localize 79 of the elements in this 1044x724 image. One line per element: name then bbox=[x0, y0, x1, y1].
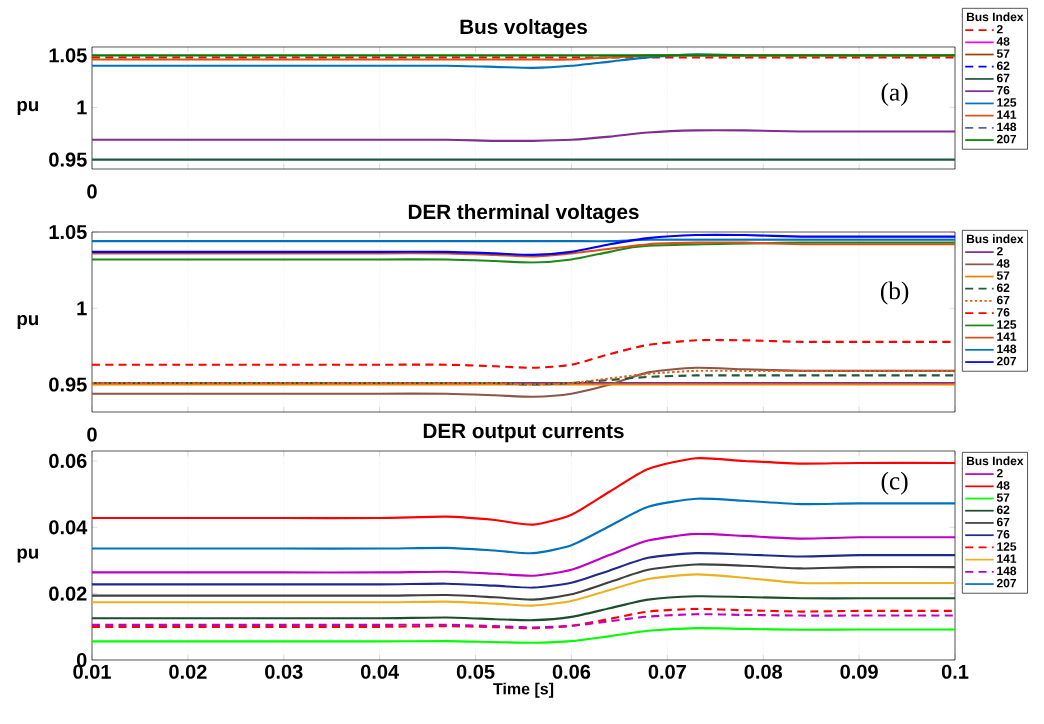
y-tick-label: 0.04 bbox=[49, 520, 88, 535]
legend-label: 125 bbox=[997, 98, 1017, 107]
line-series bbox=[92, 241, 956, 258]
legend-label: 62 bbox=[996, 61, 1010, 71]
legend-title: Bus Index bbox=[966, 12, 1024, 22]
line-series bbox=[92, 595, 956, 622]
x-tick-label: 0.09 bbox=[840, 664, 878, 679]
legend-label: 207 bbox=[996, 578, 1017, 588]
line-series bbox=[92, 233, 956, 256]
legend-label: 76 bbox=[997, 85, 1010, 95]
x-tick-label: 0.02 bbox=[169, 664, 207, 679]
text: 0 bbox=[87, 184, 97, 199]
y-tick-label: 0.95 bbox=[49, 377, 87, 392]
y-axis-title: pu bbox=[17, 315, 38, 329]
legend-label: 207 bbox=[996, 356, 1017, 366]
x-tick-label: 0.06 bbox=[552, 664, 591, 679]
y-tick-label: 0.95 bbox=[49, 152, 87, 167]
line-series bbox=[92, 457, 956, 526]
y-tick-label: 1.05 bbox=[49, 48, 87, 63]
line-series bbox=[92, 552, 956, 589]
line-series bbox=[92, 241, 956, 264]
legend-label: 57 bbox=[996, 271, 1010, 280]
legend-title: Bus Index bbox=[966, 456, 1024, 466]
legend-label: 148 bbox=[997, 344, 1017, 354]
line-series bbox=[92, 573, 956, 607]
legend-label: 57 bbox=[996, 49, 1010, 58]
legend-label: 207 bbox=[996, 134, 1017, 144]
legend-label: 148 bbox=[997, 122, 1017, 132]
x-tick-label: 0.1 bbox=[941, 664, 969, 679]
chart-title: DER output currents bbox=[423, 423, 624, 443]
legend-label: 141 bbox=[997, 332, 1017, 341]
legend-label: 48 bbox=[996, 259, 1010, 268]
legend-label: 2 bbox=[996, 246, 1003, 256]
line-series bbox=[92, 374, 956, 386]
y-axis-title: pu bbox=[17, 101, 38, 115]
legend-label: 62 bbox=[996, 505, 1010, 515]
legend-title: Bus index bbox=[966, 234, 1024, 244]
x-tick-label: 0.05 bbox=[456, 664, 495, 679]
legend-label: 141 bbox=[997, 110, 1017, 119]
line-series bbox=[92, 129, 956, 142]
x-axis-title: Time [s] bbox=[493, 682, 554, 698]
annotation: (a) bbox=[881, 82, 908, 106]
legend-label: 48 bbox=[996, 37, 1010, 46]
line-series bbox=[92, 627, 956, 644]
legend-label: 125 bbox=[997, 542, 1017, 551]
text: 0 bbox=[87, 427, 97, 442]
y-tick-label: 1.05 bbox=[49, 224, 87, 240]
y-tick-label: 0.02 bbox=[49, 586, 87, 601]
line-series bbox=[92, 497, 956, 555]
line-series bbox=[92, 613, 956, 629]
legend-label: 67 bbox=[996, 295, 1010, 305]
legend-label: 76 bbox=[997, 308, 1010, 317]
legend-label: 141 bbox=[997, 554, 1017, 563]
chart-title: DER therminal voltages bbox=[408, 203, 639, 224]
annotation: (b) bbox=[880, 281, 909, 305]
line-series bbox=[92, 366, 956, 398]
legend-label: 2 bbox=[996, 24, 1003, 34]
line-series bbox=[92, 369, 956, 386]
legend-label: 148 bbox=[997, 566, 1017, 576]
legend-label: 76 bbox=[997, 530, 1010, 539]
x-tick-label: 0.03 bbox=[265, 664, 303, 679]
y-tick-label: 1 bbox=[77, 301, 87, 316]
legend-label: 48 bbox=[996, 481, 1010, 490]
y-axis-title: pu bbox=[17, 548, 38, 563]
legend-label: 125 bbox=[997, 320, 1017, 329]
legend-label: 67 bbox=[996, 517, 1010, 527]
legend-label: 57 bbox=[996, 493, 1010, 502]
chart-title: Bus voltages bbox=[460, 18, 587, 39]
annotation: (c) bbox=[881, 471, 908, 495]
legend-label: 67 bbox=[996, 73, 1010, 83]
y-tick-label: 1 bbox=[77, 100, 87, 115]
line-series bbox=[92, 563, 956, 601]
x-tick-label: 0.08 bbox=[744, 664, 783, 679]
legend-label: 62 bbox=[996, 283, 1010, 293]
x-tick-label: 0.07 bbox=[648, 664, 686, 679]
line-series bbox=[92, 532, 956, 577]
x-tick-label: 0.04 bbox=[361, 664, 400, 679]
y-tick-label: 0.06 bbox=[49, 453, 87, 469]
legend-label: 2 bbox=[996, 468, 1003, 478]
